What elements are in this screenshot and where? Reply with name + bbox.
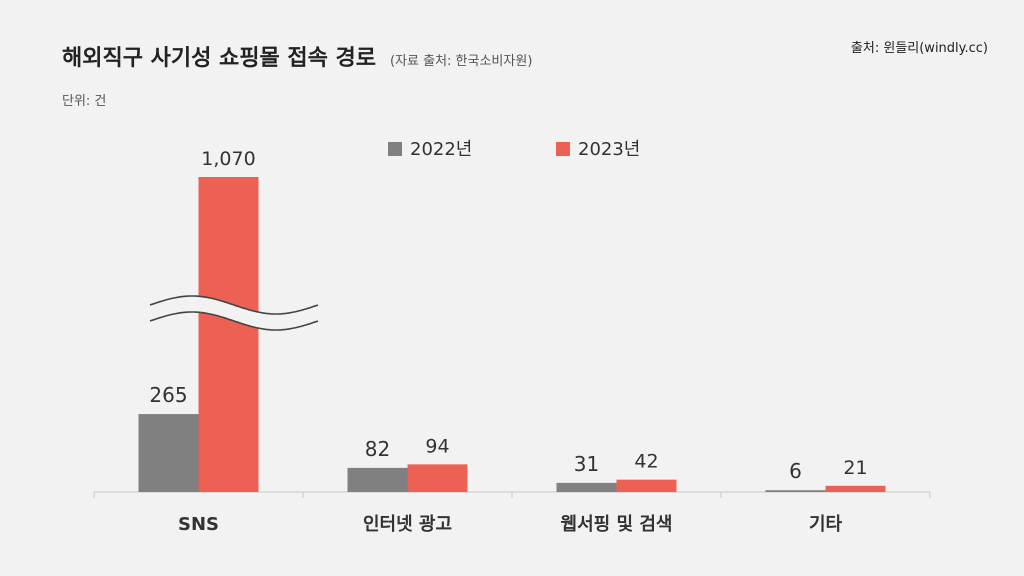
legend-swatch [556,142,570,156]
bar-series2 [407,464,468,492]
data-label: 1,070 [201,148,255,170]
legend-label: 2022년 [410,139,472,160]
axis-break-band [150,296,318,330]
data-label: 42 [634,451,658,473]
data-label: 94 [425,435,449,457]
bar-series2 [198,177,259,492]
data-label: 31 [574,452,599,476]
data-label: 265 [149,383,187,407]
category-label: 기타 [809,514,843,535]
unit-label: 단위: 건 [62,94,107,109]
bar-series1 [556,482,617,492]
category-label: 웹서핑 및 검색 [561,514,673,535]
chart-title-text: 해외직구 사기성 쇼핑몰 접속 경로 [62,46,376,71]
bar-series2 [616,479,677,492]
axis-break-line-top [149,295,319,315]
bar-series1 [138,414,199,492]
legend-label: 2023년 [578,139,640,160]
source-label: 출처: 윈들리(windly.cc) [850,41,988,56]
bar-series1 [765,490,826,492]
category-label: 인터넷 광고 [363,514,452,535]
data-label: 82 [365,437,390,461]
category-label: SNS [178,514,219,535]
data-label: 21 [843,457,867,479]
bar-series2 [825,485,886,492]
axis-break-line-bottom [149,311,319,331]
chart-subtitle: (자료 출처: 한국소비자원) [390,54,533,69]
legend-swatch [388,142,402,156]
chart-title: 해외직구 사기성 쇼핑몰 접속 경로 (자료 출처: 한국소비자원) [62,40,532,72]
bar-series1 [347,467,408,492]
data-label: 6 [789,459,802,483]
